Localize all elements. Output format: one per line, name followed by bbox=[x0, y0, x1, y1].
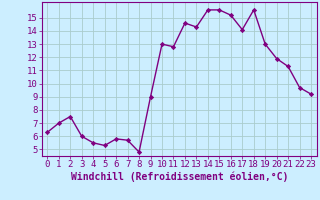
X-axis label: Windchill (Refroidissement éolien,°C): Windchill (Refroidissement éolien,°C) bbox=[70, 172, 288, 182]
